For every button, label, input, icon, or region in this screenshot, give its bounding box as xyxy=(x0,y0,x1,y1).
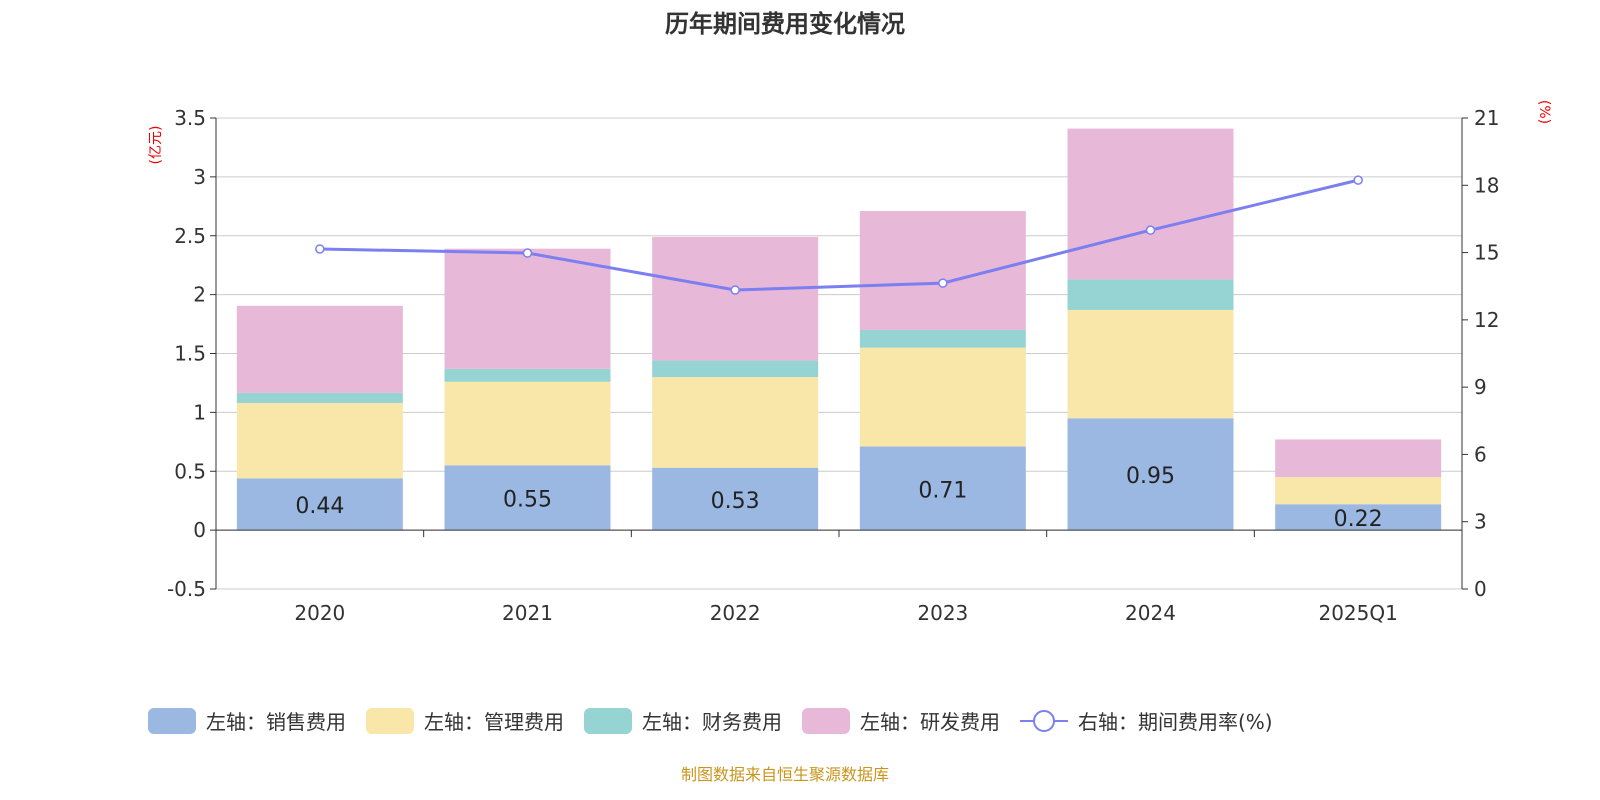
right-unit: (%) xyxy=(1536,100,1552,124)
legend-swatch[interactable] xyxy=(148,708,196,734)
bar-segment xyxy=(444,368,611,382)
category-label: 2023 xyxy=(917,601,968,625)
bar-segment xyxy=(1275,477,1442,505)
left-tick-label: -0.5 xyxy=(167,577,206,601)
bar-segment xyxy=(236,305,403,393)
bar-segment xyxy=(652,236,819,361)
bar-segment xyxy=(859,329,1026,348)
bar-label: 0.44 xyxy=(295,494,344,519)
legend-swatch[interactable] xyxy=(366,708,414,734)
bar-segment xyxy=(1067,418,1234,531)
right-tick-label: 6 xyxy=(1474,442,1487,466)
bar-segment xyxy=(859,446,1026,531)
right-tick-label: 0 xyxy=(1474,577,1487,601)
bar-segment xyxy=(444,465,611,531)
rate-point xyxy=(1353,175,1363,185)
bar-segment xyxy=(1275,504,1442,531)
right-tick-label: 12 xyxy=(1474,308,1499,332)
rate-point xyxy=(1145,225,1156,235)
right-tick-label: 15 xyxy=(1474,241,1499,265)
bar-segment xyxy=(1275,439,1442,478)
legend-label[interactable]: 左轴：财务费用 xyxy=(642,710,782,734)
legend-label[interactable]: 左轴：销售费用 xyxy=(206,710,346,734)
category-label: 2024 xyxy=(1125,601,1176,625)
bar-segment xyxy=(859,347,1026,447)
left-tick-label: 0.5 xyxy=(174,459,206,483)
bar-label: 0.95 xyxy=(1126,464,1175,489)
chart-title: 历年期间费用变化情况 xyxy=(665,10,905,38)
legend-label[interactable]: 右轴：期间费用率(%) xyxy=(1078,710,1273,734)
bar-segment xyxy=(652,360,819,378)
category-label: 2025Q1 xyxy=(1318,601,1397,625)
bar-segment xyxy=(236,478,403,531)
bar-segment xyxy=(444,248,611,369)
legend-swatch[interactable] xyxy=(802,708,850,734)
left-tick-label: 1.5 xyxy=(174,342,206,366)
left-tick-label: 2.5 xyxy=(174,224,206,248)
source-note: 制图数据来自恒生聚源数据库 xyxy=(681,765,889,784)
bar-segment xyxy=(236,402,403,479)
legend-label[interactable]: 左轴：管理费用 xyxy=(424,710,564,734)
left-tick-label: 0 xyxy=(193,518,206,542)
category-label: 2021 xyxy=(502,601,553,625)
left-tick-label: 1 xyxy=(193,400,206,424)
rate-line xyxy=(319,178,1359,292)
category-label: 2020 xyxy=(294,601,345,625)
rate-point xyxy=(315,244,325,254)
bar-label: 0.53 xyxy=(711,489,760,514)
rate-point xyxy=(938,278,948,288)
bar-label: 0.22 xyxy=(1334,507,1383,532)
bar-segment xyxy=(652,377,819,468)
left-tick-label: 3 xyxy=(193,165,206,189)
right-tick-label: 18 xyxy=(1474,173,1499,197)
left-tick-label: 3.5 xyxy=(174,106,206,130)
bar-segment xyxy=(1067,279,1234,310)
category-label: 2022 xyxy=(710,601,761,625)
left-tick-label: 2 xyxy=(193,283,206,307)
rate-point xyxy=(730,285,740,295)
bar-segment xyxy=(859,211,1026,330)
right-tick-label: 3 xyxy=(1474,510,1487,534)
bar-segment xyxy=(652,467,819,531)
bar-segment xyxy=(1067,128,1234,280)
bar-label: 0.71 xyxy=(918,478,967,503)
legend-circle-icon[interactable] xyxy=(1033,710,1055,732)
bar-segment xyxy=(236,392,403,403)
right-tick-label: 21 xyxy=(1474,106,1499,130)
bar-segment xyxy=(1067,309,1234,419)
left-unit: (亿元) xyxy=(148,126,164,165)
right-tick-label: 9 xyxy=(1474,375,1487,399)
legend-label[interactable]: 左轴：研发费用 xyxy=(860,710,1000,734)
bar-label: 0.55 xyxy=(503,488,552,513)
legend-swatch[interactable] xyxy=(584,708,632,734)
rate-point xyxy=(522,248,533,258)
bar-segment xyxy=(444,381,611,466)
